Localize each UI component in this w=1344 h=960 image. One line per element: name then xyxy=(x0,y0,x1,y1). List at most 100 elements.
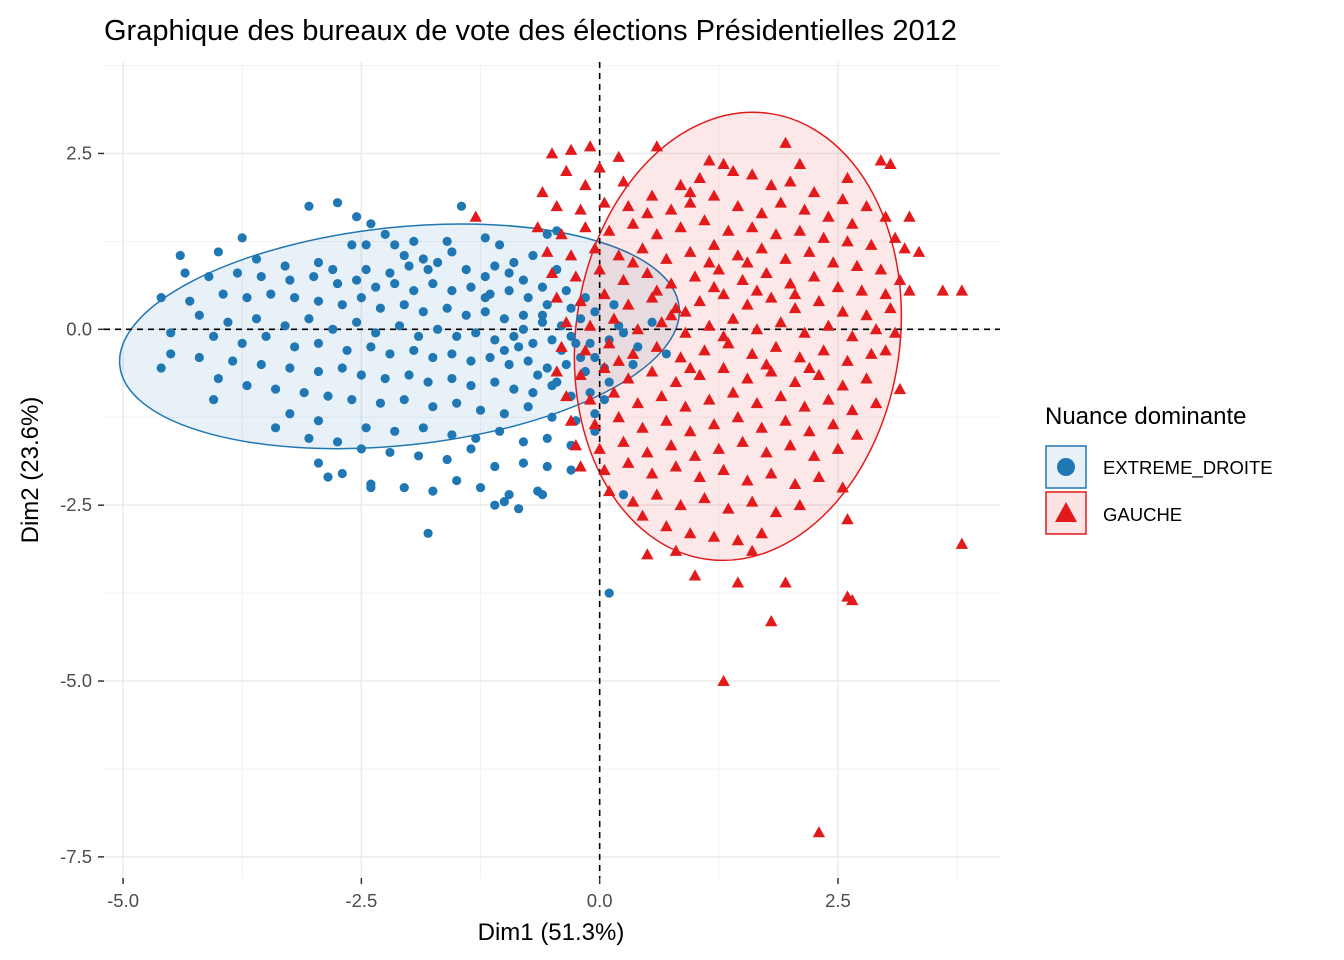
point-gauche xyxy=(784,439,797,451)
point-gauche xyxy=(555,340,568,352)
point-extreme-droite xyxy=(509,257,519,268)
point-extreme-droite xyxy=(442,454,452,465)
point-gauche xyxy=(622,298,635,310)
point-gauche xyxy=(826,418,840,430)
point-gauche xyxy=(698,491,711,504)
point-extreme-droite xyxy=(518,437,529,447)
point-extreme-droite xyxy=(490,261,500,271)
point-gauche xyxy=(846,217,859,229)
point-gauche xyxy=(741,298,754,310)
point-extreme-droite xyxy=(504,286,514,296)
point-gauche xyxy=(874,154,888,166)
point-gauche xyxy=(731,200,745,212)
point-gauche xyxy=(698,344,711,356)
point-gauche xyxy=(660,520,673,532)
point-gauche xyxy=(755,207,768,219)
point-extreme-droite xyxy=(413,451,424,461)
y-axis-label: Dim2 (23.6%) xyxy=(17,397,44,544)
point-gauche xyxy=(583,319,597,331)
point-extreme-droite xyxy=(371,282,381,292)
point-gauche xyxy=(745,221,759,233)
point-gauche xyxy=(893,273,907,286)
point-gauche xyxy=(817,231,830,243)
point-gauche xyxy=(841,171,854,184)
point-extreme-droite xyxy=(242,293,252,303)
point-gauche xyxy=(550,200,563,212)
point-gauche xyxy=(574,203,587,215)
point-gauche xyxy=(860,309,873,321)
point-extreme-droite xyxy=(256,359,266,370)
point-gauche xyxy=(669,375,683,388)
point-gauche xyxy=(936,284,950,296)
point-gauche xyxy=(693,368,706,380)
point-extreme-droite xyxy=(285,275,295,285)
point-gauche xyxy=(846,404,859,416)
point-extreme-droite xyxy=(566,303,576,313)
point-gauche xyxy=(650,340,664,352)
point-gauche xyxy=(688,569,702,581)
point-gauche xyxy=(626,256,640,268)
point-gauche xyxy=(564,143,578,155)
point-extreme-droite xyxy=(390,426,400,436)
point-extreme-droite xyxy=(590,352,600,363)
point-extreme-droite xyxy=(185,296,195,306)
point-gauche xyxy=(750,396,764,409)
point-gauche xyxy=(798,400,811,412)
point-gauche xyxy=(626,495,640,507)
point-extreme-droite xyxy=(347,395,357,405)
point-extreme-droite xyxy=(633,342,643,352)
point-extreme-droite xyxy=(156,363,166,373)
point-gauche xyxy=(807,449,821,461)
legend-label-extreme-droite: EXTREME_DROITE xyxy=(1103,457,1273,479)
point-gauche xyxy=(774,316,787,328)
point-extreme-droite xyxy=(313,338,324,348)
point-gauche xyxy=(703,256,716,268)
point-gauche xyxy=(598,463,611,475)
point-gauche xyxy=(798,326,811,338)
point-gauche xyxy=(836,481,849,493)
point-gauche xyxy=(760,446,773,458)
point-gauche xyxy=(765,467,778,479)
point-extreme-droite xyxy=(528,338,538,348)
point-extreme-droite xyxy=(428,278,438,289)
point-gauche xyxy=(664,203,678,215)
point-extreme-droite xyxy=(609,300,619,310)
point-gauche xyxy=(636,242,649,254)
point-extreme-droite xyxy=(356,293,366,303)
point-gauche xyxy=(726,386,740,398)
point-gauche xyxy=(688,270,702,282)
point-extreme-droite xyxy=(213,247,223,257)
point-gauche xyxy=(793,498,807,511)
point-extreme-droite xyxy=(223,317,233,327)
point-gauche xyxy=(564,249,578,261)
point-extreme-droite xyxy=(447,286,457,296)
point-gauche xyxy=(593,263,606,275)
y-tick-label: 2.5 xyxy=(66,142,92,163)
point-extreme-droite xyxy=(385,268,395,278)
point-gauche xyxy=(788,287,802,300)
reference-lines xyxy=(104,62,1000,878)
point-extreme-droite xyxy=(499,497,509,507)
point-gauche xyxy=(707,418,721,430)
point-gauche xyxy=(741,372,754,384)
point-extreme-droite xyxy=(475,482,486,493)
point-extreme-droite xyxy=(542,363,552,373)
point-extreme-droite xyxy=(256,271,266,282)
point-gauche xyxy=(669,544,683,556)
point-gauche xyxy=(698,214,711,226)
point-gauche xyxy=(812,368,826,380)
point-extreme-droite xyxy=(332,437,343,447)
point-gauche xyxy=(679,305,692,317)
point-gauche xyxy=(622,456,635,468)
point-extreme-droite xyxy=(480,233,490,243)
point-extreme-droite xyxy=(423,264,433,275)
point-gauche xyxy=(579,221,592,233)
point-gauche xyxy=(745,495,759,507)
point-gauche xyxy=(574,460,587,472)
point-extreme-droite xyxy=(447,373,457,384)
point-extreme-droite xyxy=(428,352,438,363)
point-gauche xyxy=(803,245,816,257)
point-gauche xyxy=(760,266,773,278)
point-gauche xyxy=(884,302,897,314)
point-gauche xyxy=(598,196,611,208)
